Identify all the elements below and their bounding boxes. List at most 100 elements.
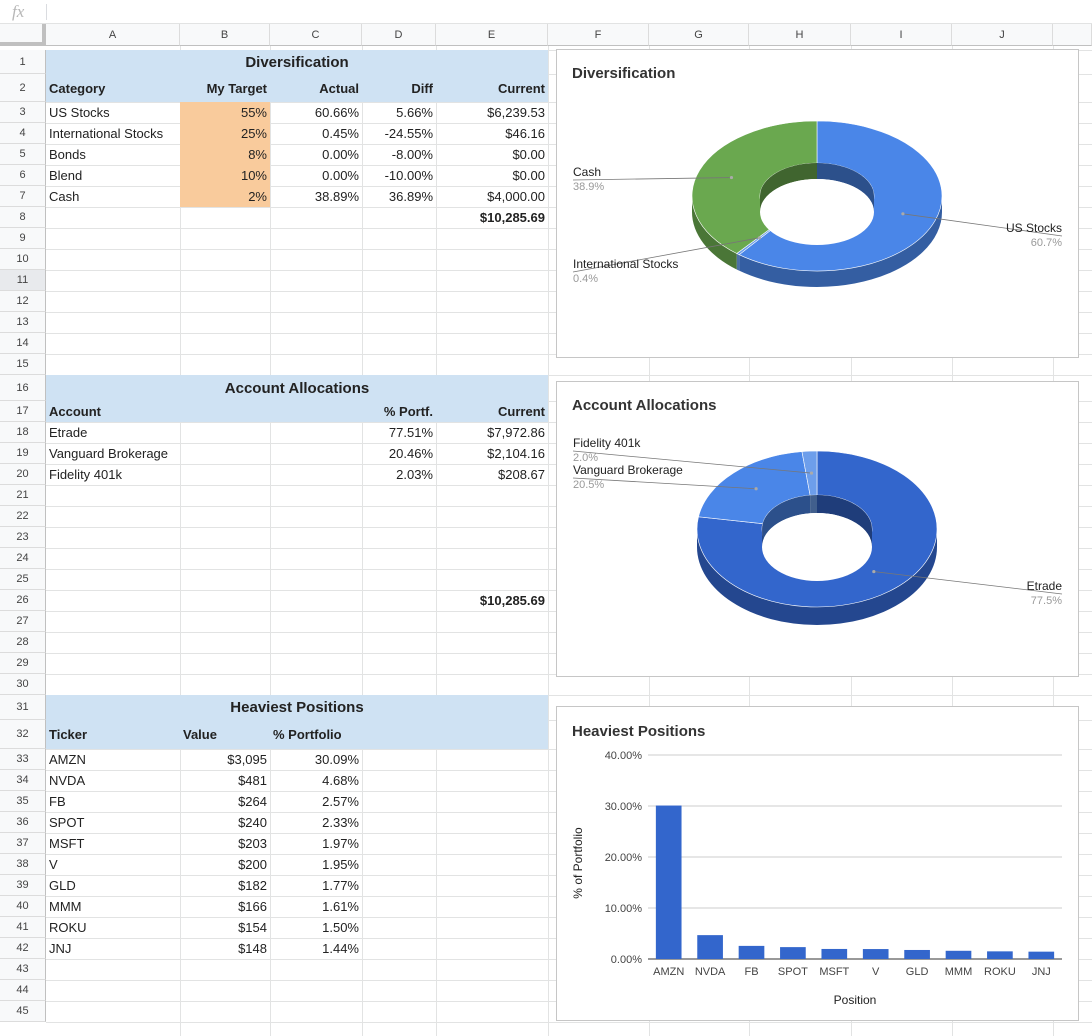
row-header-20[interactable]: 20 [0,464,46,485]
row-header-30[interactable]: 30 [0,674,46,695]
select-all-corner[interactable] [0,24,46,46]
account-current-cell[interactable]: $2,104.16 [487,446,545,461]
accounts-total[interactable]: $10,285.69 [479,593,545,608]
column-header-g[interactable]: G [649,24,749,46]
row-header-11[interactable]: 11 [0,270,46,291]
position-value-cell[interactable]: $264 [238,794,267,809]
position-pct-cell[interactable]: 30.09% [314,752,359,767]
row-header-43[interactable]: 43 [0,959,46,980]
account-pct-cell[interactable]: 2.03% [396,467,433,482]
diversification-chart[interactable]: Diversification US Stocks 60.7% Internation… [556,49,1079,358]
row-header-15[interactable]: 15 [0,354,46,375]
ticker-cell[interactable]: V [49,857,58,872]
row-header-2[interactable]: 2 [0,74,46,102]
position-pct-cell[interactable]: 2.57% [322,794,359,809]
diff-cell[interactable]: -10.00% [384,168,433,183]
row-header-31[interactable]: 31 [0,695,46,720]
target-cell[interactable]: 2% [248,189,267,204]
ticker-cell[interactable]: AMZN [49,752,86,767]
position-pct-cell[interactable]: 2.33% [322,815,359,830]
row-header-23[interactable]: 23 [0,527,46,548]
row-header-1[interactable]: 1 [0,50,46,74]
position-pct-cell[interactable]: 1.44% [322,941,359,956]
actual-cell[interactable]: 60.66% [314,105,359,120]
account-cell[interactable]: Vanguard Brokerage [49,446,169,461]
account-cell[interactable]: Etrade [49,425,88,440]
header-my-target[interactable]: My Target [206,80,267,96]
row-header-12[interactable]: 12 [0,291,46,312]
category-cell[interactable]: Blend [49,168,83,183]
row-header-26[interactable]: 26 [0,590,46,611]
row-header-5[interactable]: 5 [0,144,46,165]
column-header-h[interactable]: H [749,24,851,46]
position-pct-cell[interactable]: 1.61% [322,899,359,914]
position-pct-cell[interactable]: 4.68% [322,773,359,788]
actual-cell[interactable]: 0.00% [322,168,359,183]
position-value-cell[interactable]: $240 [238,815,267,830]
row-header-34[interactable]: 34 [0,770,46,791]
column-header-i[interactable]: I [851,24,952,46]
header-current[interactable]: Current [498,80,545,96]
row-header-42[interactable]: 42 [0,938,46,959]
row-header-39[interactable]: 39 [0,875,46,896]
position-value-cell[interactable]: $200 [238,857,267,872]
current-cell[interactable]: $4,000.00 [487,189,545,204]
row-header-10[interactable]: 10 [0,249,46,270]
header-pct-portf[interactable]: % Portf. [383,404,433,419]
position-value-cell[interactable]: $182 [238,878,267,893]
row-header-7[interactable]: 7 [0,186,46,207]
account-pct-cell[interactable]: 77.51% [388,425,433,440]
current-cell[interactable]: $6,239.53 [487,105,545,120]
category-cell[interactable]: Cash [49,189,80,204]
row-header-22[interactable]: 22 [0,506,46,527]
header-actual[interactable]: Actual [319,80,359,96]
target-cell[interactable]: 25% [240,126,267,141]
position-value-cell[interactable]: $154 [238,920,267,935]
row-header-41[interactable]: 41 [0,917,46,938]
header-account-current[interactable]: Current [498,404,545,419]
ticker-cell[interactable]: ROKU [49,920,87,935]
row-header-36[interactable]: 36 [0,812,46,833]
row-header-27[interactable]: 27 [0,611,46,632]
account-cell[interactable]: Fidelity 401k [49,467,122,482]
actual-cell[interactable]: 38.89% [314,189,359,204]
row-header-8[interactable]: 8 [0,207,46,228]
header-value[interactable]: Value [183,727,217,742]
row-header-38[interactable]: 38 [0,854,46,875]
column-header-a[interactable]: A [46,24,180,46]
row-header-9[interactable]: 9 [0,228,46,249]
row-header-16[interactable]: 16 [0,375,46,401]
header-diff[interactable]: Diff [411,80,433,96]
position-value-cell[interactable]: $481 [238,773,267,788]
row-header-40[interactable]: 40 [0,896,46,917]
category-cell[interactable]: International Stocks [49,126,164,141]
row-header-45[interactable]: 45 [0,1001,46,1022]
account-current-cell[interactable]: $7,972.86 [487,425,545,440]
current-cell[interactable]: $46.16 [505,126,545,141]
diff-cell[interactable]: -8.00% [391,147,433,162]
row-header-4[interactable]: 4 [0,123,46,144]
row-header-35[interactable]: 35 [0,791,46,812]
position-pct-cell[interactable]: 1.77% [322,878,359,893]
ticker-cell[interactable]: JNJ [49,941,72,956]
diff-cell[interactable]: -24.55% [384,126,433,141]
header-account[interactable]: Account [49,404,101,419]
current-cell[interactable]: $0.00 [512,168,545,183]
row-header-24[interactable]: 24 [0,548,46,569]
position-pct-cell[interactable]: 1.95% [322,857,359,872]
actual-cell[interactable]: 0.00% [322,147,359,162]
target-cell[interactable]: 55% [240,105,267,120]
category-cell[interactable]: Bonds [49,147,86,162]
row-header-6[interactable]: 6 [0,165,46,186]
current-cell[interactable]: $0.00 [512,147,545,162]
target-cell[interactable]: 10% [240,168,267,183]
row-header-17[interactable]: 17 [0,401,46,422]
position-pct-cell[interactable]: 1.97% [322,836,359,851]
account-pct-cell[interactable]: 20.46% [388,446,433,461]
position-pct-cell[interactable]: 1.50% [322,920,359,935]
header-ticker[interactable]: Ticker [49,727,88,742]
account-current-cell[interactable]: $208.67 [498,467,545,482]
row-header-29[interactable]: 29 [0,653,46,674]
row-header-19[interactable]: 19 [0,443,46,464]
ticker-cell[interactable]: SPOT [49,815,85,830]
